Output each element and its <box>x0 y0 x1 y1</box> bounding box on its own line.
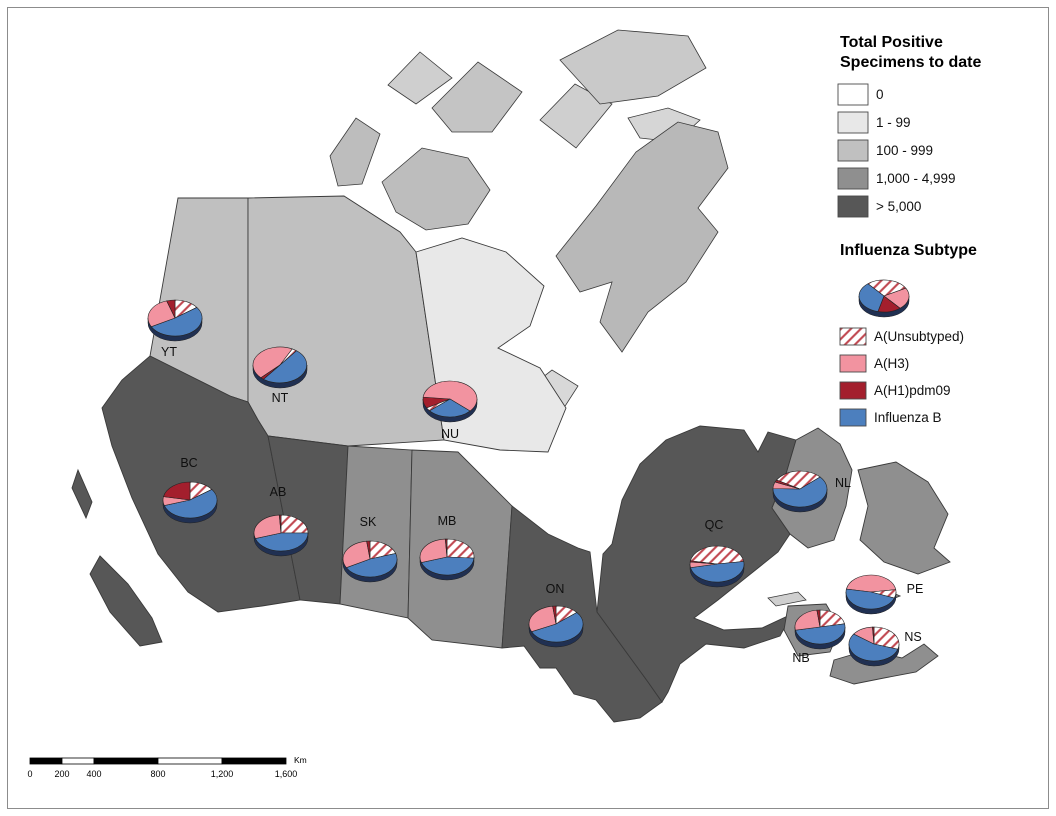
pie-pe <box>845 574 897 615</box>
pie-sk <box>342 540 398 583</box>
scale-segment <box>93 757 159 765</box>
label-ab: AB <box>270 485 287 499</box>
scale-tick-4: 1,200 <box>211 769 234 779</box>
scale-bar: 0 200 400 800 1,200 1,600 Km <box>27 755 306 779</box>
class-label-1: 1 - 99 <box>876 115 911 130</box>
province-nl-island <box>857 461 951 575</box>
pie-bc <box>162 481 218 524</box>
scale-segment <box>29 757 63 765</box>
scale-tick-3: 800 <box>150 769 165 779</box>
island-ellesmere <box>559 29 707 105</box>
province-nt <box>247 195 445 447</box>
pie-yt <box>147 299 203 342</box>
pie-nt <box>252 346 308 389</box>
scale-segment <box>221 757 287 765</box>
scale-tick-1: 200 <box>54 769 69 779</box>
pies <box>147 299 900 667</box>
class-swatch-0 <box>837 83 869 106</box>
subtype-swatch-a-unsubtyped <box>839 327 867 346</box>
class-label-3: 1,000 - 4,999 <box>876 171 956 186</box>
label-nl: NL <box>835 476 851 490</box>
island-banks <box>329 117 381 187</box>
legend-subtype-title: Influenza Subtype <box>840 242 977 259</box>
arctic-islands <box>329 29 807 607</box>
subtype-label-2: A(H1)pdm09 <box>874 383 951 398</box>
pie-ab <box>253 514 309 557</box>
pie-mb <box>419 538 475 581</box>
island <box>431 61 523 133</box>
label-nt: NT <box>272 391 289 405</box>
island-baffin <box>555 121 729 353</box>
pie-qc <box>689 545 745 588</box>
island <box>387 51 453 105</box>
class-label-2: 100 - 999 <box>876 143 933 158</box>
subtype-label-3: Influenza B <box>874 410 942 425</box>
class-label-4: > 5,000 <box>876 199 921 214</box>
scale-tick-5: 1,600 <box>275 769 298 779</box>
label-nb: NB <box>792 651 809 665</box>
pie-nb <box>794 609 846 650</box>
legend-title-line1: Total Positive <box>840 34 943 51</box>
pie-nl <box>772 470 828 513</box>
pie-nu <box>422 380 478 423</box>
label-yt: YT <box>161 345 177 359</box>
scale-tick-0: 0 <box>27 769 32 779</box>
subtype-label-1: A(H3) <box>874 356 909 371</box>
subtype-swatch-a-h1pdm09 <box>839 381 867 400</box>
legend-sample-pie <box>858 279 910 318</box>
class-swatch-2 <box>837 139 869 162</box>
label-qc: QC <box>705 518 724 532</box>
legend: Total Positive Specimens to date 0 1 - 9… <box>837 34 981 427</box>
subtype-swatch-influenza-b <box>839 408 867 427</box>
pie-ns <box>848 626 900 667</box>
label-ns: NS <box>904 630 921 644</box>
label-mb: MB <box>438 514 457 528</box>
island-haida-gwaii <box>71 468 93 520</box>
pie-on <box>528 605 584 648</box>
island-vancouver <box>89 555 163 647</box>
label-nu: NU <box>441 427 459 441</box>
island <box>539 83 613 149</box>
subtype-label-0: A(Unsubtyped) <box>874 329 964 344</box>
label-pe: PE <box>907 582 924 596</box>
province-sk <box>339 445 413 619</box>
label-on: ON <box>546 582 565 596</box>
class-swatch-4 <box>837 195 869 218</box>
island-victoria <box>381 147 491 231</box>
class-swatch-1 <box>837 111 869 134</box>
scale-unit-label: Km <box>294 755 307 765</box>
class-label-0: 0 <box>876 87 884 102</box>
scale-segment <box>61 757 95 765</box>
province-labels: YT NT NU BC AB SK MB ON QC NL PE NB NS <box>161 345 923 665</box>
scale-tick-2: 400 <box>86 769 101 779</box>
island-anticosti <box>767 591 807 607</box>
province-on <box>501 505 663 723</box>
label-sk: SK <box>360 515 377 529</box>
subtype-swatch-a-h3 <box>839 354 867 373</box>
scale-segment <box>157 757 223 765</box>
legend-title-line2: Specimens to date <box>840 54 981 71</box>
class-swatch-3 <box>837 167 869 190</box>
label-bc: BC <box>180 456 197 470</box>
